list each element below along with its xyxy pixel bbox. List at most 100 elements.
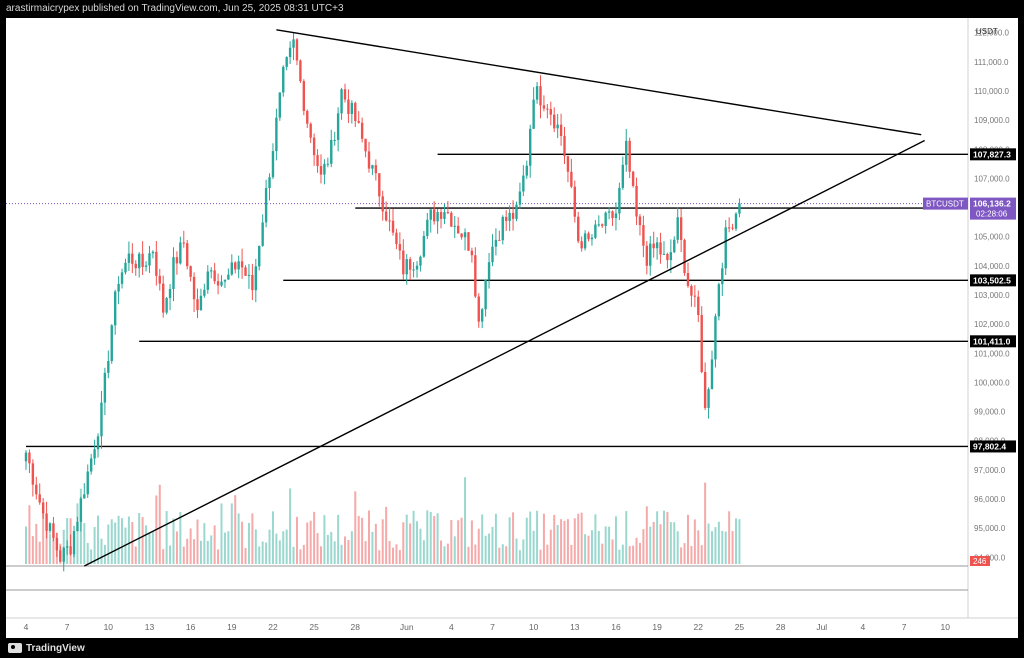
volume-bar [378,550,381,564]
volume-bar [608,526,611,564]
volume-bar [234,495,237,564]
volume-bar [556,525,559,564]
candle-body [278,92,282,118]
candle-body [333,139,336,141]
time-tick-label: 25 [309,622,319,632]
volume-bar [652,521,655,564]
volume-bar [271,511,274,564]
candlestick-chart[interactable]: 112,000.0111,000.0110,000.0109,000.0108,… [6,18,1018,638]
volume-bar [645,506,648,564]
candle-body [28,452,31,464]
candle-body [41,502,45,514]
volume-bar [625,511,628,564]
candle-body [251,274,254,291]
candle-body [258,245,261,267]
candle-body [398,244,402,251]
candle-body [477,296,480,322]
volume-bar [587,535,590,564]
volume-bar [295,516,298,564]
volume-bar [103,544,106,564]
candle-body [693,295,697,297]
candle-body [621,164,625,188]
candle-body [467,232,470,251]
volume-bar [470,520,473,564]
volume-bar [477,528,480,564]
candle-body [65,546,69,548]
volume-bar [395,544,398,564]
candle-body [422,235,426,257]
volume-bar [412,510,415,564]
candle-body [309,123,312,138]
volume-bar [127,516,130,564]
candle-body [679,217,683,240]
trendline-support[interactable] [83,139,925,567]
volume-bar [690,546,693,564]
candle-body [330,139,333,164]
volume-bar [542,513,545,564]
candle-body [614,213,618,219]
volume-bar [553,514,556,564]
volume-bar [247,522,250,564]
volume-bar [546,544,549,564]
volume-bar [261,541,264,564]
candle-body [299,60,302,82]
candle-body [553,114,556,129]
volume-bar [683,543,686,564]
price-tick-label: 104,000.0 [974,262,1010,271]
candle-body [148,253,151,266]
volume-bar [309,520,312,564]
candle-body [371,165,374,169]
volume-bar [203,523,206,564]
candle-body [607,211,611,213]
candle-body [443,212,446,219]
volume-bar [306,522,309,564]
candle-body [55,537,59,551]
candle-body [168,289,172,299]
volume-bar [374,523,377,564]
volume-bar [217,549,220,564]
candle-body [391,220,395,233]
candle-body [676,217,679,240]
tradingview-icon [8,643,22,653]
time-tick-label: 10 [941,622,951,632]
volume-bar [669,522,672,564]
candle-body [336,113,340,140]
volume-bar [673,522,676,564]
publisher-header: arastirmaicrypex published on TradingVie… [6,3,344,14]
volume-bar [724,531,727,564]
volume-bar [522,539,525,564]
candle-body [628,140,631,172]
trendline-resistance[interactable] [276,29,922,136]
candle-body [515,204,518,219]
candle-body [234,262,237,270]
volume-bar [446,543,449,564]
volume-bar [172,518,175,564]
last-price-label: 106,136.2 [973,199,1011,209]
candle-body [532,99,535,129]
volume-bar [453,536,456,564]
candle-body [364,138,367,152]
candle-body [635,185,638,217]
candle-body [388,220,391,222]
candle-body [446,212,450,214]
volume-bar [707,523,710,564]
volume-bar [735,518,738,564]
candle-body [518,191,522,205]
time-tick-label: 4 [861,622,866,632]
volume-bar [398,550,401,564]
candle-body [381,196,384,212]
volume-bar [573,518,576,564]
candle-body [645,245,649,266]
volume-bar [148,532,151,564]
volume-bar [728,511,731,564]
level-price-tag [970,148,1016,161]
volume-bar [443,546,446,564]
tradingview-logo[interactable]: TradingView [8,640,85,656]
volume-bar [292,546,295,564]
volume-bar [330,531,333,564]
volume-bar [258,546,261,564]
candle-body [662,253,666,255]
candle-body [402,250,405,275]
volume-bar [536,510,539,564]
countdown-label: 02:28:06 [976,210,1008,219]
